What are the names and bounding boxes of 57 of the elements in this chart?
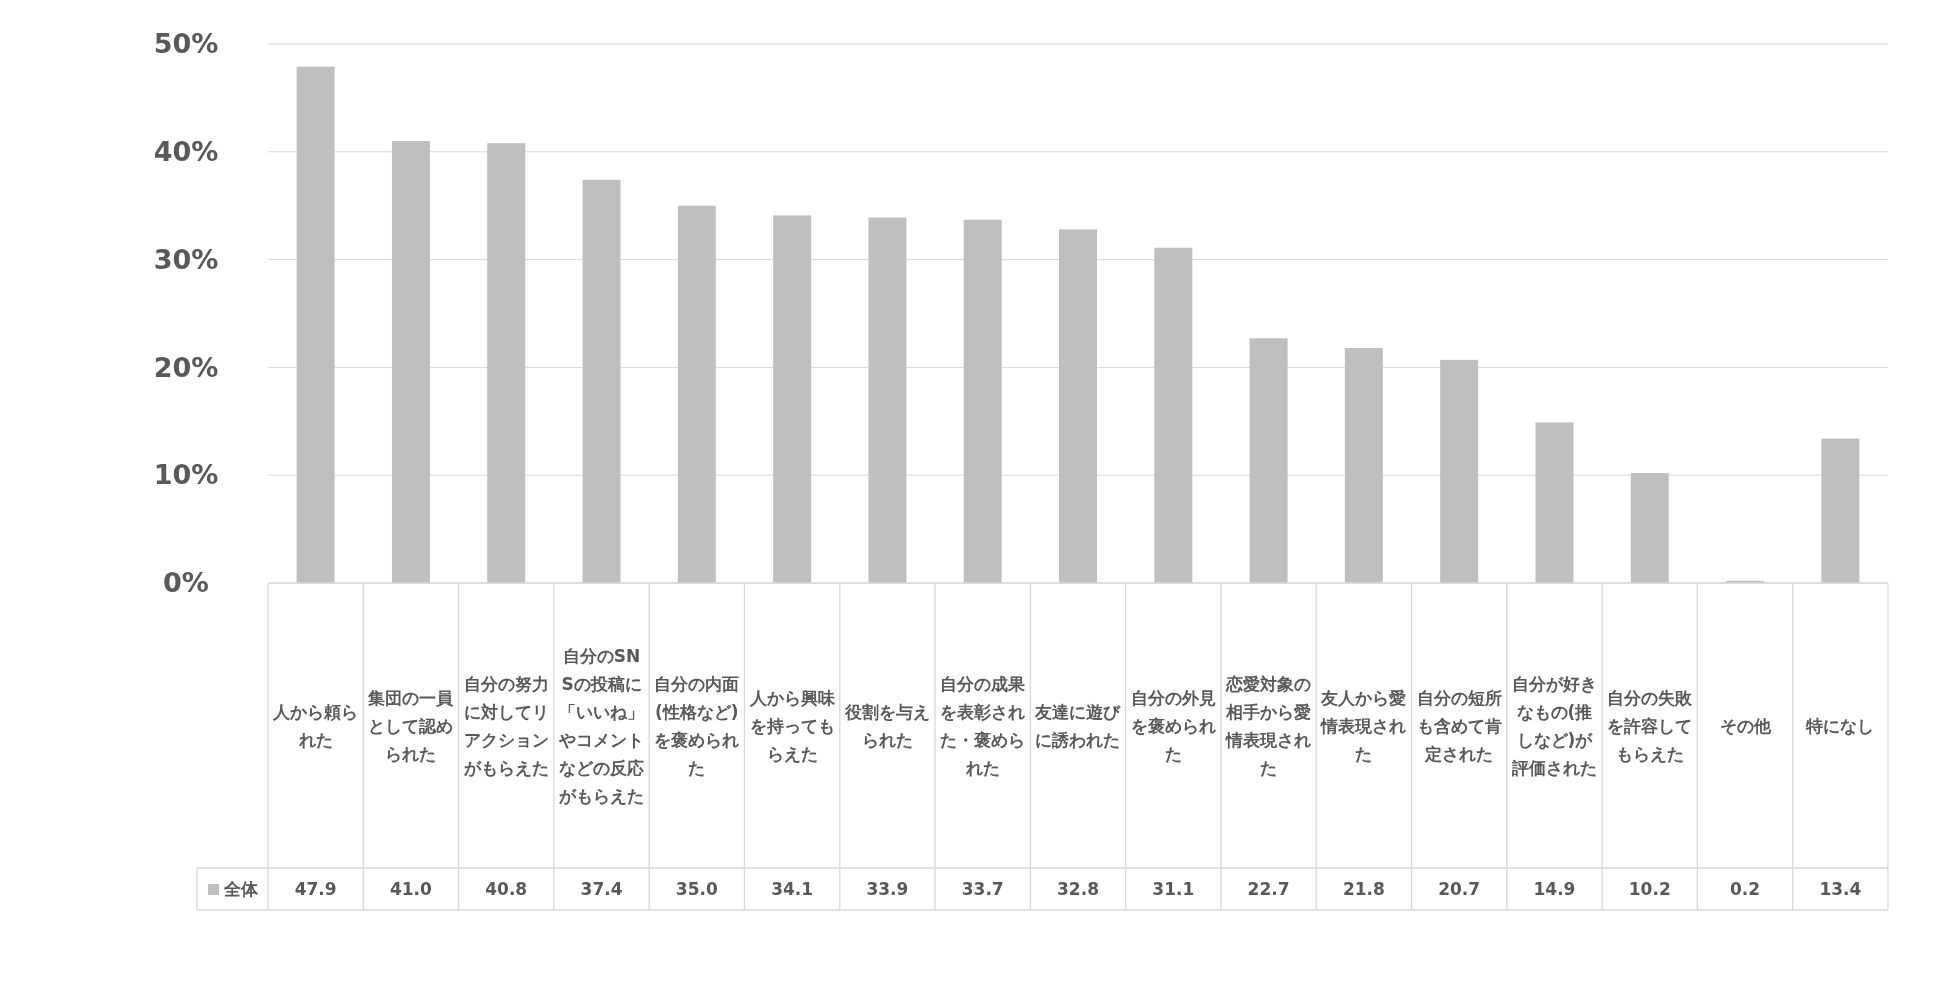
x-tick-label: その他 <box>1718 714 1772 738</box>
x-tick-label: 自分の外見を褒められた <box>1129 686 1217 766</box>
bar <box>391 141 430 583</box>
x-tick-label: 自分の努力に対してリアクションがもらえた <box>462 672 550 780</box>
bar <box>868 217 907 583</box>
data-label: 22.7 <box>1247 878 1290 899</box>
bar <box>296 66 335 583</box>
bar <box>677 205 716 583</box>
x-tick-label: 自分の成果を表彰された・褒められた <box>939 672 1027 780</box>
x-tick-label: 友達に遊びに誘われた <box>1034 700 1122 752</box>
data-label: 14.9 <box>1533 878 1576 899</box>
x-tick-label: 自分の内面(性格など)を褒められた <box>653 672 741 780</box>
bar <box>773 215 812 583</box>
x-tick-label: 自分の失敗を許容してもらえた <box>1606 686 1694 766</box>
data-label: 32.8 <box>1057 878 1099 899</box>
legend-label: 全体 <box>223 877 258 901</box>
bar <box>1821 438 1860 583</box>
bar <box>1535 422 1574 583</box>
data-label: 31.1 <box>1152 878 1195 899</box>
data-label: 0.2 <box>1730 878 1761 899</box>
y-tick-label: 30% <box>153 243 219 275</box>
data-label: 40.8 <box>485 878 528 899</box>
x-tick-label: 自分が好きなもの(推しなど)が評価された <box>1510 672 1598 780</box>
data-label: 10.2 <box>1628 878 1671 899</box>
y-tick-label: 10% <box>153 459 219 491</box>
x-tick-label: 集団の一員として認められた <box>367 686 455 766</box>
bar <box>1344 348 1383 583</box>
data-label: 34.1 <box>771 878 814 899</box>
x-tick-label: 役割を与えられた <box>843 700 931 752</box>
bar <box>963 219 1002 583</box>
data-label: 41.0 <box>389 878 433 899</box>
bar <box>1059 229 1097 583</box>
data-label: 47.9 <box>294 878 337 899</box>
data-label: 21.8 <box>1342 878 1385 899</box>
y-tick-label: 40% <box>153 135 219 167</box>
x-tick-label: 恋愛対象の相手から愛情表現された <box>1224 672 1313 780</box>
x-tick-label: 人から頼られた <box>272 700 360 752</box>
x-tick-label: 特になし <box>1804 714 1876 738</box>
data-label: 33.7 <box>961 878 1004 899</box>
bar <box>487 143 526 583</box>
bar <box>1249 338 1288 583</box>
x-tick-label: 人から興味を持ってもらえた <box>748 686 836 766</box>
bar <box>1630 473 1669 583</box>
bar <box>582 179 621 583</box>
data-label: 13.4 <box>1819 878 1862 899</box>
bar <box>1440 359 1479 583</box>
y-tick-label: 0% <box>163 567 209 599</box>
x-tick-label: 友人から愛情表現された <box>1319 686 1408 766</box>
data-label: 33.9 <box>866 878 909 899</box>
data-label: 35.0 <box>675 878 718 899</box>
x-tick-label: 自分の短所も含めて肯定された <box>1415 686 1503 766</box>
y-tick-label: 20% <box>153 351 219 383</box>
data-label: 37.4 <box>580 878 623 899</box>
data-label: 20.7 <box>1438 878 1481 899</box>
bar <box>1154 247 1193 583</box>
x-tick-label: 自分のSNSの投稿に「いいね」やコメントなどの反応がもらえた <box>558 644 645 808</box>
y-tick-label: 50% <box>153 28 219 60</box>
